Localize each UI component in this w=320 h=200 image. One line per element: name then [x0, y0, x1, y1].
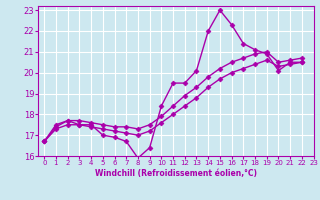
X-axis label: Windchill (Refroidissement éolien,°C): Windchill (Refroidissement éolien,°C): [95, 169, 257, 178]
